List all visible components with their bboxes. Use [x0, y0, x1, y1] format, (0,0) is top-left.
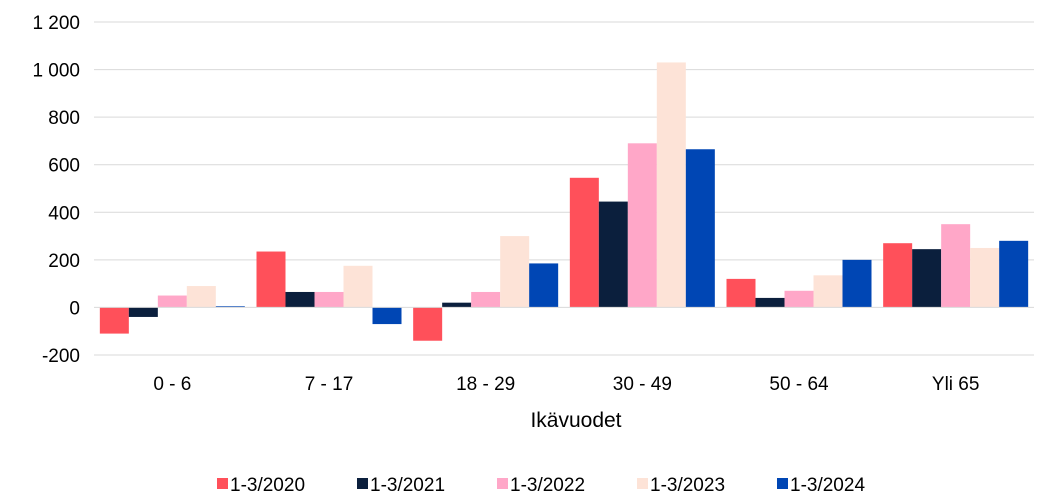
- bar: [99, 307, 129, 334]
- bar: [128, 307, 158, 317]
- legend-label: 1-3/2020: [230, 475, 305, 496]
- legend-swatch: [637, 478, 648, 489]
- legend-label: 1-3/2023: [650, 475, 725, 496]
- bar: [157, 295, 187, 308]
- y-tick-label: 400: [48, 203, 80, 224]
- legend-label: 1-3/2024: [790, 475, 865, 496]
- bar: [813, 275, 843, 308]
- legend-swatch: [497, 478, 508, 489]
- bar: [256, 251, 286, 308]
- y-axis-tick-labels: -200 0 200 400 600 800 1 000 1 200: [32, 13, 80, 367]
- bar: [883, 243, 913, 308]
- bar: [500, 236, 530, 308]
- y-tick-label: 200: [48, 251, 80, 272]
- bar: [755, 297, 785, 308]
- legend-item: 1-3/2020: [217, 475, 305, 496]
- bar: [343, 265, 373, 308]
- bar: [471, 291, 501, 308]
- y-tick-label: 600: [48, 156, 80, 177]
- bar: [442, 302, 472, 308]
- x-axis-title: Ikävuodet: [530, 409, 621, 432]
- x-tick-label: 30 - 49: [613, 374, 672, 395]
- bar: [598, 201, 628, 308]
- legend-swatch: [357, 478, 368, 489]
- bar: [413, 307, 443, 341]
- legend-label: 1-3/2022: [510, 475, 585, 496]
- bar: [726, 278, 756, 308]
- legend-item: 1-3/2022: [497, 475, 585, 496]
- legend-label: 1-3/2021: [370, 475, 445, 496]
- y-tick-label: 1 000: [32, 61, 80, 82]
- y-tick-label: -200: [42, 346, 80, 367]
- bar: [999, 240, 1029, 308]
- bar: [970, 247, 1000, 308]
- bar: [186, 286, 216, 308]
- y-tick-label: 0: [69, 298, 80, 319]
- gridlines: [94, 21, 1034, 356]
- x-tick-label: 7 - 17: [305, 374, 354, 395]
- bar: [215, 306, 245, 308]
- y-tick-label: 1 200: [32, 13, 80, 34]
- bar: [912, 249, 942, 308]
- x-tick-label: 18 - 29: [456, 374, 515, 395]
- bar: [842, 259, 872, 308]
- legend-item: 1-3/2023: [637, 475, 725, 496]
- bar: [529, 263, 559, 308]
- bar: [685, 149, 715, 308]
- bar: [656, 62, 686, 308]
- legend-swatch: [777, 478, 788, 489]
- bars: [99, 62, 1029, 341]
- x-tick-label: Yli 65: [932, 374, 980, 395]
- x-tick-label: 50 - 64: [769, 374, 829, 395]
- y-tick-label: 800: [48, 108, 80, 129]
- bar: [314, 291, 344, 308]
- legend-swatch: [217, 478, 228, 489]
- bar: [784, 290, 814, 308]
- bar: [569, 177, 599, 308]
- legend-item: 1-3/2024: [777, 475, 865, 496]
- bar: [627, 143, 657, 308]
- bar: [285, 291, 315, 308]
- bar: [941, 224, 971, 308]
- bar: [372, 307, 402, 325]
- legend-item: 1-3/2021: [357, 475, 445, 496]
- x-axis-tick-labels: 0 - 6 7 - 17 18 - 29 30 - 49 50 - 64 Yli 65: [153, 374, 979, 395]
- legend: 1-3/2020 1-3/2021 1-3/2022 1-3/2023 1-3/2024: [217, 475, 865, 496]
- x-tick-label: 0 - 6: [153, 374, 191, 395]
